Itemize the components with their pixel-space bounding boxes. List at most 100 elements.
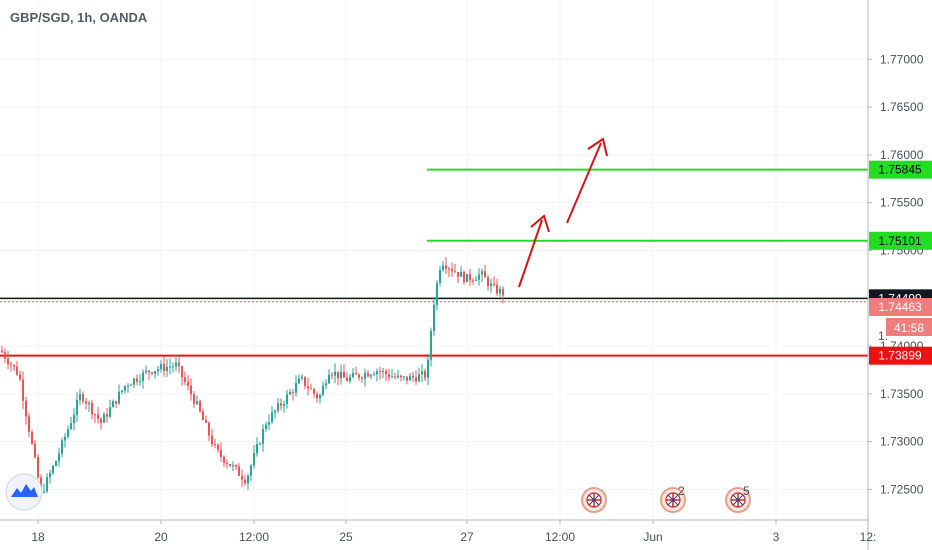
candle bbox=[49, 469, 51, 484]
candle bbox=[100, 417, 102, 430]
candle bbox=[73, 408, 75, 431]
candle bbox=[208, 421, 210, 442]
event-flag-icon[interactable]: 2 bbox=[660, 484, 686, 513]
candle bbox=[145, 365, 147, 375]
time-tick-label: 20 bbox=[154, 530, 168, 544]
time-tick-label: 12:00 bbox=[239, 530, 269, 544]
candle bbox=[367, 370, 369, 378]
candle bbox=[373, 371, 375, 376]
candle bbox=[397, 369, 399, 379]
candle bbox=[364, 368, 366, 387]
candle bbox=[466, 273, 468, 283]
candle bbox=[313, 387, 315, 398]
candle bbox=[241, 469, 243, 487]
candle bbox=[148, 370, 150, 380]
time-tick-label: 18 bbox=[31, 530, 45, 544]
bid-price-label: 1.74463 bbox=[869, 298, 932, 316]
candle bbox=[163, 356, 165, 377]
candle bbox=[394, 372, 396, 380]
candle bbox=[166, 359, 168, 377]
candle bbox=[484, 265, 486, 278]
candle bbox=[322, 381, 324, 396]
candle bbox=[328, 369, 330, 385]
candle bbox=[94, 413, 96, 423]
candle bbox=[457, 271, 459, 284]
price-labels: 1.758451.751011.738991.744991.7446341:58… bbox=[869, 160, 932, 365]
candle bbox=[424, 368, 426, 381]
candle bbox=[460, 266, 462, 277]
candle bbox=[244, 474, 246, 486]
event-flag-icon[interactable]: 5 bbox=[725, 484, 751, 513]
candle bbox=[1, 345, 3, 354]
candle bbox=[85, 397, 87, 410]
candle bbox=[499, 285, 501, 297]
forecast-arrow-1-head bbox=[530, 214, 550, 233]
candle bbox=[4, 348, 6, 363]
candle bbox=[391, 368, 393, 379]
candle bbox=[184, 371, 186, 386]
candle bbox=[334, 363, 336, 384]
event-flag-icon[interactable] bbox=[581, 487, 607, 513]
candle bbox=[376, 368, 378, 382]
candle bbox=[79, 388, 81, 405]
candle bbox=[91, 399, 93, 420]
candle bbox=[112, 399, 114, 408]
event-count-badge: 5 bbox=[743, 484, 750, 498]
candle bbox=[13, 364, 15, 371]
svg-text:1.75101: 1.75101 bbox=[878, 234, 922, 248]
candle bbox=[55, 460, 57, 467]
candle bbox=[109, 399, 111, 419]
candle bbox=[493, 276, 495, 287]
candle bbox=[265, 421, 267, 432]
tradingview-logo[interactable] bbox=[5, 473, 43, 511]
candle bbox=[433, 298, 435, 336]
candle bbox=[307, 377, 309, 396]
candle bbox=[274, 409, 276, 419]
candle bbox=[349, 373, 351, 384]
candle bbox=[175, 354, 177, 372]
candle bbox=[277, 398, 279, 414]
candle bbox=[199, 399, 201, 413]
candle bbox=[205, 415, 207, 424]
candle bbox=[43, 483, 45, 494]
candle bbox=[181, 365, 183, 386]
chart-title: GBP/SGD, 1h, OANDA bbox=[10, 10, 148, 25]
candle bbox=[7, 351, 9, 370]
time-axis[interactable]: 18 20 12:00 25 27 12:00 Jun 3 12: bbox=[0, 519, 877, 544]
time-tick-label: 12: bbox=[860, 530, 877, 544]
time-tick-label: 27 bbox=[460, 530, 474, 544]
candle bbox=[439, 266, 441, 287]
price-tick-label: 1.75500 bbox=[880, 196, 924, 210]
candle bbox=[127, 383, 129, 393]
candle bbox=[190, 378, 192, 401]
candle bbox=[220, 442, 222, 462]
candle bbox=[133, 377, 135, 389]
candle bbox=[358, 373, 360, 381]
candle bbox=[310, 383, 312, 390]
time-tick-label: 25 bbox=[339, 530, 353, 544]
candle bbox=[28, 412, 30, 437]
price-tick-label: 1.76000 bbox=[880, 148, 924, 162]
candle bbox=[436, 280, 438, 311]
candle bbox=[19, 370, 21, 382]
candle bbox=[421, 364, 423, 383]
candle bbox=[130, 383, 132, 386]
price-tick-label: 1.73000 bbox=[880, 435, 924, 449]
candle bbox=[118, 384, 120, 405]
candle bbox=[259, 441, 261, 446]
candle bbox=[406, 376, 408, 385]
candle bbox=[337, 371, 339, 386]
candle bbox=[250, 463, 252, 482]
candle bbox=[178, 356, 180, 374]
candle bbox=[478, 268, 480, 286]
candle bbox=[196, 395, 198, 406]
candle bbox=[298, 374, 300, 384]
candle bbox=[61, 437, 63, 458]
candle bbox=[187, 375, 189, 391]
price-axis[interactable]: 1.770001.765001.760001.755001.750001.745… bbox=[867, 0, 924, 550]
forecast-arrow-2-head bbox=[587, 137, 608, 157]
candle bbox=[16, 360, 18, 376]
candle bbox=[31, 429, 33, 446]
